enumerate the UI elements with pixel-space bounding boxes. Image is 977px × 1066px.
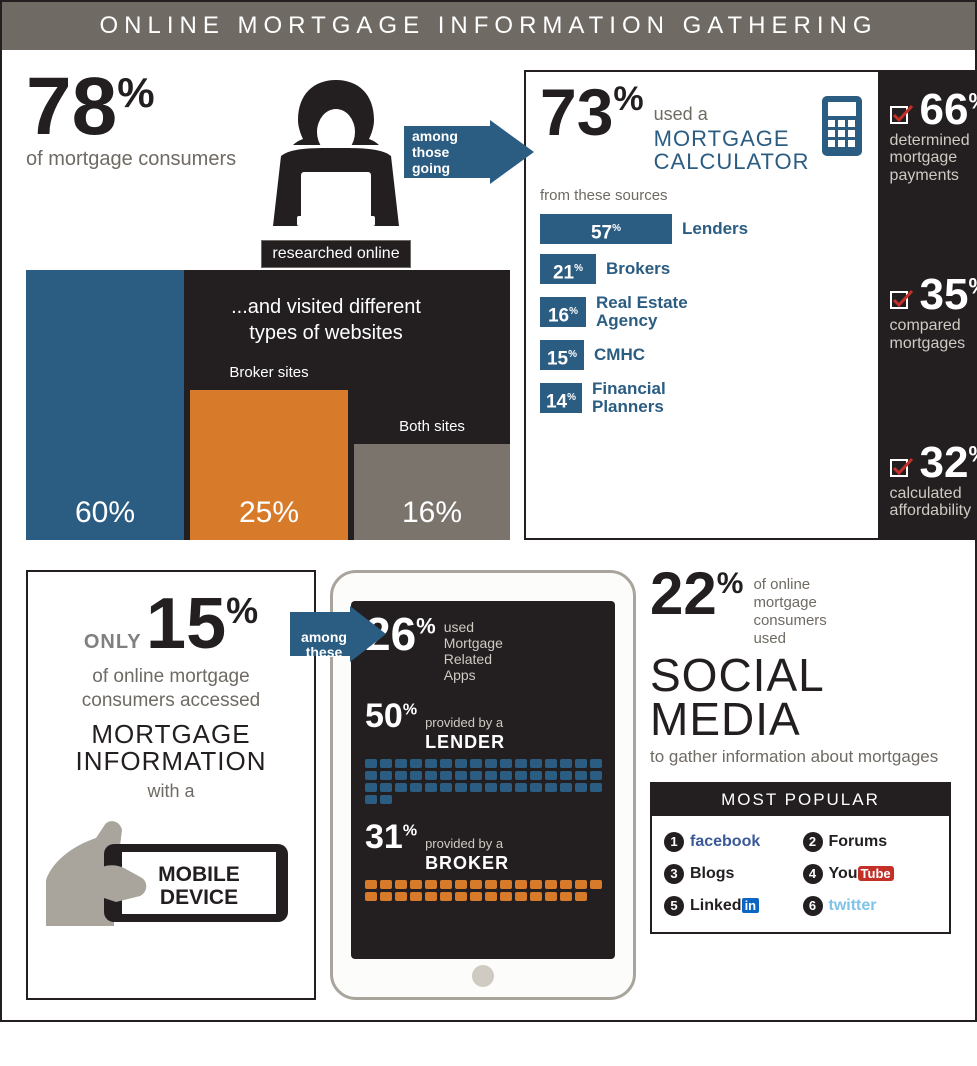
title-bar: ONLINE MORTGAGE INFORMATION GATHERING [2,2,975,50]
source-real-estate-agency: 16%Real EstateAgency [540,294,864,330]
mobile-text: of online mortgage consumers accessed [46,665,296,713]
mortgage-information-label: MORTGAGEINFORMATION [46,721,296,776]
source-cmhc: 15%CMHC [540,340,864,370]
check-item: 35%compared mortgages [890,275,977,352]
popular-youtube: 4YouTube [801,858,940,890]
only-label: ONLY [84,631,142,653]
bar-lender-sites: Lender sites60% [26,270,184,540]
calc-from: from these sources [540,187,864,204]
check-item: 66%determined mortgage payments [890,90,977,184]
source-financial-planners: 14%FinancialPlanners [540,380,864,416]
broker-row: 31% provided by aBROKER [365,818,601,901]
researched-online-label: researched online [261,240,410,268]
main-pct-sub: of mortgage consumers [26,148,236,171]
with-a-label: with a [46,781,296,802]
bars-block: ...and visited different types of websit… [26,270,510,540]
section1-right: 73% used a MORTGAGECALCULATOR from these… [524,70,977,540]
apps-sub: usedMortgageRelatedApps [444,619,503,683]
social-sub: of onlinemortgageconsumersused [753,576,826,648]
section1-left: 78% of mortgage consumers researched onl… [26,70,510,540]
arrow2-text: among these [296,630,352,661]
mobile-pct: 15% [146,594,258,655]
popular-twitter: 6twitter [801,890,940,922]
calculator-icon [820,94,864,163]
calc-used-a: used a [654,104,810,125]
tablet-home-button [472,965,494,987]
popular-grid: 1facebook2Forums3Blogs4YouTube5Linkedin6… [652,816,949,932]
checks-column: 66%determined mortgage payments 35%compar… [878,72,977,538]
row-2: ONLY 15% of online mortgage consumers ac… [26,570,951,1000]
mobile-device-box: ONLY 15% of online mortgage consumers ac… [26,570,316,1000]
popular-forums: 2Forums [801,826,940,858]
arrow1-text: among those going online [412,128,482,192]
svg-text:DEVICE: DEVICE [160,886,238,909]
most-popular-title: MOST POPULAR [652,784,949,816]
popular-facebook: 1facebook [662,826,801,858]
arrow-among-online: among those going online [404,120,534,189]
popular-linkedin: 5Linkedin [662,890,801,922]
check-item: 32%calculated affordability [890,443,977,520]
main-pct-block: 78% of mortgage consumers [26,70,236,171]
hand-device-icon: MOBILE DEVICE [46,816,296,926]
lender-grid [365,759,603,804]
bars-container: Lender sites60%Broker sites25%Both sites… [26,270,510,540]
social-togather: to gather information about mortgages [650,747,951,767]
lender-row: 50% provided by aLENDER [365,697,601,804]
content-area: 78% of mortgage consumers researched onl… [2,50,975,1020]
source-brokers: 21%Brokers [540,254,864,284]
most-popular-box: MOST POPULAR 1facebook2Forums3Blogs4YouT… [650,782,951,934]
arrow-among-these: among these [290,606,386,667]
tablet-screen: 26% usedMortgageRelatedApps 50% provided… [351,601,615,959]
source-lenders: 57%Lenders [540,214,864,244]
calc-pct: 73% [540,86,644,139]
row-1: 78% of mortgage consumers researched onl… [26,70,951,540]
main-pct: 78% [26,70,236,144]
infographic-container: ONLINE MORTGAGE INFORMATION GATHERING 78… [0,0,977,1022]
bar-broker-sites: Broker sites25% [190,390,348,540]
bar-both-sites: Both sites16% [354,444,510,540]
popular-blogs: 3Blogs [662,858,801,890]
svg-text:MOBILE: MOBILE [158,863,240,886]
calculator-column: 73% used a MORTGAGECALCULATOR from these… [526,72,878,538]
social-media-title: SOCIALMEDIA [650,654,951,741]
sources-list: 57%Lenders 21%Brokers 16%Real EstateAgency… [540,214,864,415]
social-media-section: 22% of onlinemortgageconsumersused SOCIA… [650,570,951,1000]
social-pct: 22% [650,570,743,618]
broker-grid [365,880,603,901]
calc-title: MORTGAGECALCULATOR [654,127,810,173]
